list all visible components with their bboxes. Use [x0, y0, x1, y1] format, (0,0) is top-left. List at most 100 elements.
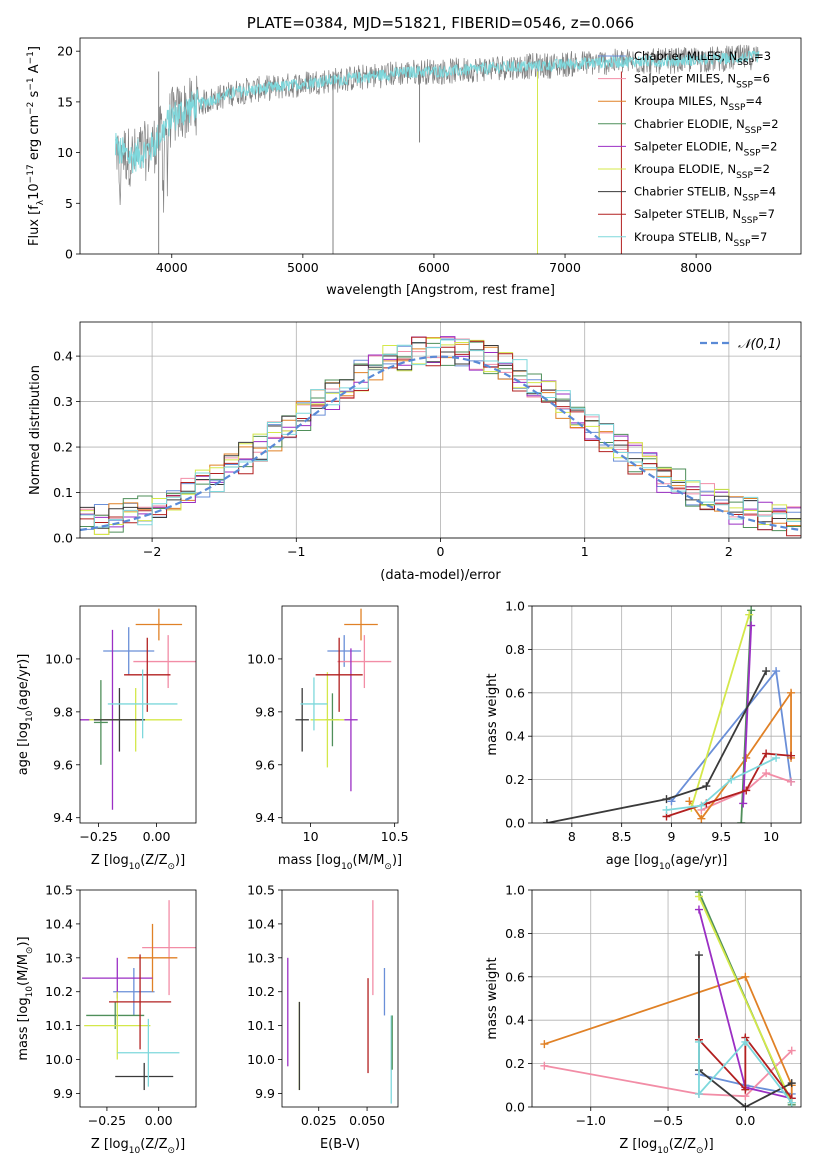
weight-series-line — [698, 955, 793, 1107]
x-tick-label: 0 — [437, 544, 445, 559]
weight-marker — [772, 667, 781, 676]
y-tick-label: 0.2 — [505, 772, 525, 787]
x-tick-label: 8.5 — [612, 829, 632, 844]
axes-frame — [531, 889, 802, 1108]
model-spectrum-line — [114, 50, 760, 174]
x-axis-label: wavelength [Angstrom, rest frame] — [326, 283, 555, 298]
x-tick-label: 0.0 — [735, 1113, 755, 1128]
chart-spectrum: 4000 5000 6000 7000 8000 0 5 10 15 20 Chabrier MIL… — [26, 14, 802, 298]
weight-marker — [694, 905, 703, 914]
y-tick-label: 0.2 — [505, 1056, 525, 1071]
y-tick-label: 9.8 — [53, 704, 73, 719]
weight-marker — [787, 688, 796, 697]
weight-marker — [772, 753, 781, 762]
y-tick-label: 10.2 — [45, 984, 73, 999]
weight-series-line — [698, 896, 793, 1104]
x-tick-label: 1 — [581, 544, 589, 559]
chart-age_vs_Z: −0.25 0.00 9.4 9.6 9.8 10.0 Z [log10(Z/Z⊙)] age… — [16, 605, 197, 872]
plot-area — [82, 900, 196, 1091]
x-axis-label: mass [log10(M/M⊙)] — [278, 853, 402, 872]
weight-marker — [540, 1061, 549, 1070]
chart-title: PLATE=0384, MJD=51821, FIBERID=0546, z=0… — [247, 14, 634, 32]
legend-label: Chabrier ELODIE, NSSP=2 — [634, 117, 779, 136]
y-tick-label: 9.8 — [255, 704, 275, 719]
x-tick-label: 9 — [668, 829, 676, 844]
axes-frame — [79, 889, 197, 1108]
x-tick-label: 5000 — [287, 260, 319, 275]
legend-label: Kroupa MILES, NSSP=4 — [634, 94, 762, 113]
legend-label: Salpeter MILES, NSSP=6 — [634, 72, 770, 91]
weight-marker — [747, 621, 756, 630]
y-axis-label: Normed distribution — [28, 365, 43, 495]
y-tick-label: 0.8 — [505, 926, 525, 941]
y-tick-label: 15 — [57, 94, 73, 109]
y-tick-label: 10.0 — [45, 1052, 73, 1067]
y-tick-label: 10 — [57, 145, 73, 160]
weight-marker — [741, 1085, 750, 1094]
weight-marker — [667, 797, 676, 806]
weight-marker — [741, 1103, 750, 1107]
x-tick-label: 10.5 — [381, 829, 409, 844]
weight-marker — [694, 1089, 703, 1098]
x-axis-label: Z [log10(Z/Z⊙)] — [619, 1137, 713, 1156]
plot-area — [295, 608, 392, 792]
weight-series-line — [698, 1040, 793, 1104]
weight-marker — [739, 799, 748, 808]
x-tick-label: 8000 — [680, 260, 712, 275]
y-tick-label: 10.2 — [247, 984, 275, 999]
x-tick-label: −0.5 — [653, 1113, 683, 1128]
x-axis-label: E(B-V) — [320, 1137, 360, 1152]
y-tick-label: 20 — [57, 44, 73, 59]
legend-label: Salpeter ELODIE, NSSP=2 — [634, 139, 777, 158]
plot-area — [287, 900, 393, 1104]
x-tick-label: 7000 — [549, 260, 581, 275]
chart-mass_weight_vs_Z: −1.0 −0.5 0.0 0.0 0.2 0.4 0.6 0.8 1.0 Z [log10(Z/… — [485, 883, 802, 1156]
x-tick-label: 2 — [725, 544, 733, 559]
weight-marker — [685, 797, 694, 806]
legend-label: Kroupa STELIB, NSSP=7 — [634, 230, 767, 249]
y-tick-label: 10.0 — [247, 651, 275, 666]
y-tick-label: 0.6 — [505, 685, 525, 700]
x-tick-label: −1.0 — [576, 1113, 606, 1128]
y-tick-label: 0.2 — [53, 440, 73, 455]
x-tick-label: 9.5 — [711, 829, 731, 844]
weight-marker — [662, 805, 671, 814]
weight-marker — [787, 1079, 796, 1088]
y-tick-label: 10.0 — [247, 1052, 275, 1067]
y-tick-label: 0.0 — [505, 1100, 525, 1115]
x-tick-label: 0.00 — [145, 1113, 173, 1128]
plot-area — [80, 336, 801, 537]
y-tick-label: 10.4 — [45, 916, 73, 931]
y-tick-label: 9.4 — [53, 810, 73, 825]
y-tick-label: 0.4 — [505, 729, 525, 744]
y-tick-label: 9.6 — [53, 757, 73, 772]
y-tick-label: 10.5 — [247, 883, 275, 898]
y-tick-label: 10.4 — [247, 916, 275, 931]
y-tick-label: 10.1 — [247, 1018, 275, 1033]
weight-series-line — [666, 757, 777, 811]
x-tick-label: 0.025 — [301, 1113, 337, 1128]
y-tick-label: 5 — [65, 196, 73, 211]
weight-marker — [694, 951, 703, 960]
weight-marker — [542, 819, 551, 823]
y-tick-label: 9.9 — [255, 1086, 275, 1101]
weight-marker — [787, 1046, 796, 1055]
weight-marker — [762, 667, 771, 676]
weight-marker — [787, 1098, 796, 1107]
x-tick-label: −1 — [287, 544, 305, 559]
plot-area — [114, 44, 760, 254]
x-tick-label: 0.00 — [143, 829, 171, 844]
y-tick-label: 10.0 — [45, 651, 73, 666]
y-tick-label: 0.0 — [505, 816, 525, 831]
axes-frame — [79, 37, 802, 255]
y-tick-label: 0.0 — [53, 531, 73, 546]
legend-label: Kroupa ELODIE, NSSP=2 — [634, 162, 770, 181]
normal-curve-line — [80, 355, 801, 532]
weight-series-line — [544, 975, 793, 1103]
y-tick-label: 9.9 — [53, 1086, 73, 1101]
weight-marker — [694, 892, 703, 901]
y-axis-label: Flux [fλ10−17 erg cm−2 s−1 A−1] — [26, 46, 46, 246]
weight-marker — [762, 749, 771, 758]
weight-series-line — [698, 1034, 793, 1099]
